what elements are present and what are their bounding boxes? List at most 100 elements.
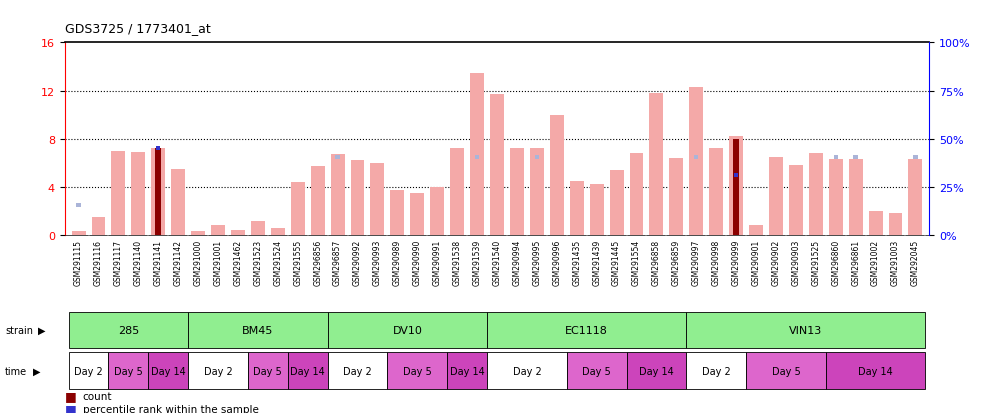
Bar	[191, 232, 205, 235]
Bar	[909, 160, 922, 235]
Bar	[291, 183, 305, 235]
Text: GSM291115: GSM291115	[75, 239, 83, 285]
Bar	[789, 166, 803, 235]
Text: GSM296858: GSM296858	[652, 239, 661, 285]
Bar	[270, 228, 285, 235]
Text: GDS3725 / 1773401_at: GDS3725 / 1773401_at	[65, 22, 211, 35]
Bar	[250, 221, 264, 235]
Bar	[470, 74, 484, 235]
Text: count: count	[83, 391, 112, 401]
Text: ■: ■	[65, 389, 77, 402]
Text: BM45: BM45	[243, 325, 273, 335]
Bar	[686, 352, 746, 389]
Text: GSM290993: GSM290993	[373, 239, 382, 285]
Bar	[749, 226, 763, 235]
Text: ■: ■	[65, 402, 77, 413]
Bar	[686, 313, 925, 348]
Text: GSM290994: GSM290994	[513, 239, 522, 285]
Text: Day 14: Day 14	[858, 366, 893, 376]
Bar	[589, 185, 603, 235]
Text: GSM291435: GSM291435	[573, 239, 581, 285]
Text: percentile rank within the sample: percentile rank within the sample	[83, 404, 258, 413]
Text: Day 5: Day 5	[582, 366, 611, 376]
Text: GSM290903: GSM290903	[791, 239, 800, 285]
Text: GSM290991: GSM290991	[432, 239, 441, 285]
Text: Day 5: Day 5	[771, 366, 800, 376]
Text: GSM291142: GSM291142	[174, 239, 183, 285]
Text: Day 14: Day 14	[290, 366, 325, 376]
Bar	[447, 352, 487, 389]
Bar	[834, 155, 838, 159]
Bar	[411, 193, 424, 235]
Bar	[311, 167, 325, 235]
Text: EC1118: EC1118	[566, 325, 608, 335]
Text: 285: 285	[117, 325, 139, 335]
Text: GSM291462: GSM291462	[234, 239, 243, 285]
Bar	[351, 161, 365, 235]
Text: DV10: DV10	[393, 325, 422, 335]
Text: GSM291538: GSM291538	[452, 239, 461, 285]
Bar	[188, 313, 328, 348]
Text: GSM291141: GSM291141	[154, 239, 163, 285]
Bar	[77, 203, 81, 207]
Bar	[331, 155, 345, 235]
Text: strain: strain	[5, 325, 33, 335]
Text: GSM296860: GSM296860	[831, 239, 840, 285]
Bar	[188, 352, 248, 389]
Text: GSM290901: GSM290901	[751, 239, 760, 285]
Text: GSM296856: GSM296856	[313, 239, 322, 285]
Text: Day 2: Day 2	[204, 366, 233, 376]
Text: GSM291445: GSM291445	[612, 239, 621, 285]
Text: GSM291525: GSM291525	[811, 239, 820, 285]
Text: Day 5: Day 5	[114, 366, 143, 376]
Bar	[733, 140, 740, 235]
Bar	[475, 155, 479, 159]
Text: GSM291439: GSM291439	[592, 239, 601, 285]
Bar	[171, 169, 185, 235]
Bar	[609, 171, 623, 235]
Bar	[530, 149, 544, 235]
Bar	[388, 352, 447, 389]
Text: GSM290902: GSM290902	[771, 239, 780, 285]
Bar	[709, 149, 724, 235]
Text: GSM290992: GSM290992	[353, 239, 362, 285]
Text: VIN13: VIN13	[789, 325, 822, 335]
Bar	[69, 313, 188, 348]
Bar	[535, 155, 539, 159]
Bar	[111, 152, 125, 235]
Text: GSM291140: GSM291140	[134, 239, 143, 285]
Bar	[211, 226, 225, 235]
Text: GSM291540: GSM291540	[492, 239, 502, 285]
Text: GSM291003: GSM291003	[891, 239, 900, 285]
Bar	[809, 154, 823, 235]
Text: ▶: ▶	[38, 325, 46, 335]
Text: GSM296857: GSM296857	[333, 239, 342, 285]
Bar	[148, 352, 188, 389]
Bar	[430, 188, 444, 235]
Bar	[626, 352, 686, 389]
Text: GSM291524: GSM291524	[273, 239, 282, 285]
Bar	[550, 115, 564, 235]
Bar	[288, 352, 328, 389]
Text: GSM290990: GSM290990	[413, 239, 421, 285]
Bar	[689, 88, 703, 235]
Bar	[487, 352, 567, 389]
Text: GSM290997: GSM290997	[692, 239, 701, 285]
Bar	[567, 352, 626, 389]
Text: Day 14: Day 14	[449, 366, 484, 376]
Text: ▶: ▶	[33, 366, 41, 376]
Bar	[769, 157, 783, 235]
Bar	[131, 152, 145, 235]
Bar	[487, 313, 686, 348]
Bar	[510, 149, 524, 235]
Text: GSM290998: GSM290998	[712, 239, 721, 285]
Bar	[734, 173, 739, 178]
Bar	[156, 147, 160, 151]
Text: Day 5: Day 5	[403, 366, 431, 376]
Text: GSM290989: GSM290989	[393, 239, 402, 285]
Text: Day 2: Day 2	[513, 366, 542, 376]
Text: GSM291555: GSM291555	[293, 239, 302, 285]
Text: GSM291117: GSM291117	[114, 239, 123, 285]
Bar	[730, 137, 744, 235]
Bar	[231, 230, 245, 235]
